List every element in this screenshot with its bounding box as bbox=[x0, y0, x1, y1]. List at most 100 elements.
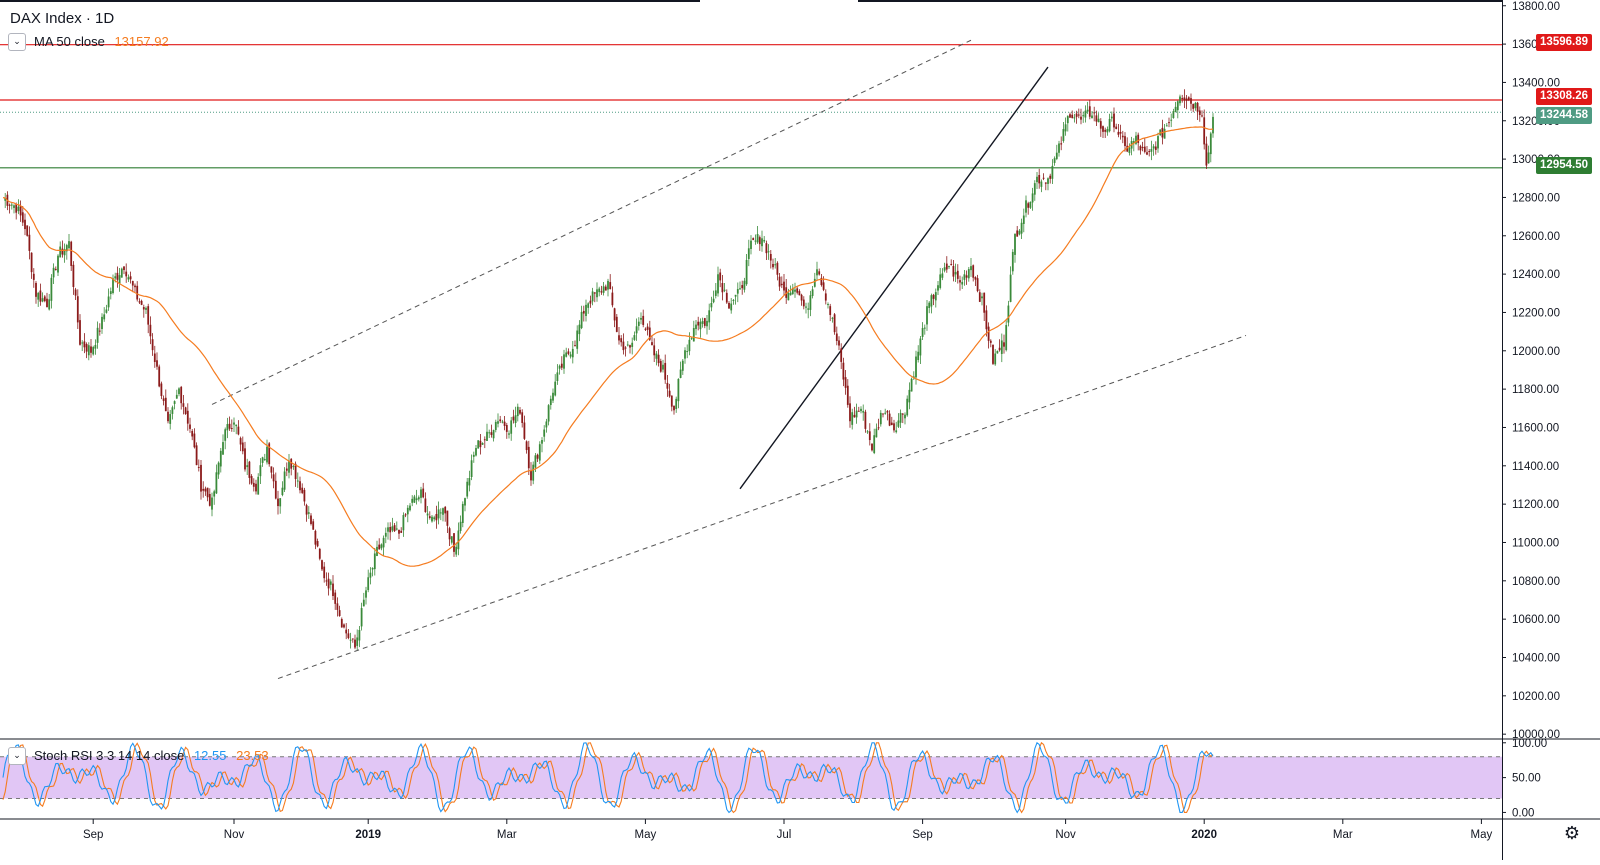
horizontal-levels[interactable] bbox=[0, 44, 1502, 169]
candle-body bbox=[811, 289, 814, 296]
candle-body bbox=[809, 295, 812, 310]
candle-body bbox=[46, 298, 48, 308]
candle-body bbox=[404, 514, 407, 516]
candle-body bbox=[28, 234, 31, 251]
candle-body bbox=[241, 442, 244, 452]
candle-body bbox=[677, 378, 680, 402]
candle-body bbox=[787, 292, 790, 301]
trendlines[interactable] bbox=[211, 39, 1247, 680]
candle-body bbox=[569, 354, 572, 357]
candle-body bbox=[701, 321, 704, 324]
candle-body bbox=[233, 422, 235, 425]
price-tick-label: 12200.00 bbox=[1512, 307, 1560, 319]
price-tick-label: 11400.00 bbox=[1512, 461, 1559, 473]
candle-body bbox=[310, 515, 312, 524]
candle-body bbox=[970, 266, 972, 271]
price-tick-label: 10400.00 bbox=[1512, 652, 1560, 664]
candle-body bbox=[354, 639, 356, 648]
candle-body bbox=[1088, 106, 1091, 117]
candle-body bbox=[1080, 116, 1082, 120]
candle-body bbox=[1042, 177, 1045, 179]
ma-legend[interactable]: MA 50 close 13157.92 bbox=[34, 34, 169, 49]
candle-body bbox=[932, 294, 935, 299]
candle-body bbox=[406, 507, 409, 515]
time-tick-label: May bbox=[635, 829, 657, 841]
candle-body bbox=[618, 335, 620, 341]
chevron-down-icon[interactable]: ⌄ bbox=[8, 33, 26, 51]
candle-body bbox=[1009, 274, 1012, 302]
candle-body bbox=[844, 377, 847, 388]
candle-body bbox=[1132, 141, 1135, 144]
candle-body bbox=[156, 360, 158, 367]
candle-body bbox=[994, 353, 997, 365]
candle-body bbox=[428, 516, 431, 519]
candle-body bbox=[624, 347, 627, 349]
candle-body bbox=[1108, 118, 1111, 132]
candle-body bbox=[219, 450, 222, 467]
candle-body bbox=[611, 292, 614, 306]
candle-body bbox=[288, 460, 290, 473]
gear-icon[interactable]: ⚙ bbox=[1563, 823, 1581, 843]
candle-body bbox=[866, 431, 869, 433]
candle-body bbox=[653, 345, 656, 356]
candle-body bbox=[798, 291, 801, 296]
candle-body bbox=[189, 424, 191, 429]
stoch-legend[interactable]: Stoch RSI 3 3 14 14 close 12.55 23.53 bbox=[34, 748, 269, 763]
candle-body bbox=[147, 306, 150, 325]
candle-body bbox=[851, 412, 854, 425]
candle-body bbox=[875, 428, 878, 438]
candle-body bbox=[820, 277, 823, 286]
ma-label: MA 50 close bbox=[34, 34, 105, 49]
candle-body bbox=[87, 345, 90, 356]
time-tick-label: Mar bbox=[497, 829, 517, 841]
price-tick-label: 11200.00 bbox=[1512, 499, 1559, 511]
candle-body bbox=[697, 321, 700, 326]
price-tick-label: 10600.00 bbox=[1512, 614, 1560, 626]
symbol-title: DAX Index · 1D bbox=[10, 10, 115, 27]
candle-body bbox=[424, 498, 427, 513]
candle-body bbox=[681, 360, 684, 371]
candle-body bbox=[268, 443, 271, 465]
candle-body bbox=[321, 560, 323, 570]
candle-body bbox=[178, 388, 180, 395]
top-toolbar-edge-right bbox=[858, 0, 1502, 2]
candle-body bbox=[1053, 158, 1056, 163]
candle-body bbox=[1077, 114, 1080, 116]
candle-body bbox=[10, 204, 13, 206]
price-tick-label: 10800.00 bbox=[1512, 576, 1560, 588]
candle-body bbox=[1172, 111, 1175, 118]
candle-body bbox=[41, 298, 44, 302]
candle-body bbox=[30, 252, 33, 273]
candle-body bbox=[373, 553, 376, 570]
candle-body bbox=[736, 289, 739, 294]
candle-body bbox=[1190, 98, 1192, 104]
candle-body bbox=[1163, 128, 1166, 139]
candle-body bbox=[772, 263, 774, 268]
candle-body bbox=[4, 198, 7, 201]
candle-body bbox=[1174, 106, 1177, 113]
candle-body bbox=[1027, 203, 1030, 208]
candle-body bbox=[805, 306, 807, 308]
price-tick-label: 12400.00 bbox=[1512, 269, 1560, 281]
rising-support-line bbox=[739, 66, 1049, 490]
candle-body bbox=[692, 328, 695, 342]
candle-body bbox=[813, 278, 816, 287]
candle-body bbox=[461, 503, 464, 523]
candle-body bbox=[708, 310, 711, 323]
candle-body bbox=[532, 464, 535, 481]
stoch-k-line bbox=[2, 741, 1214, 814]
candle-body bbox=[1176, 101, 1179, 111]
candle-body bbox=[1181, 98, 1184, 100]
candle-body bbox=[477, 440, 480, 449]
candle-body bbox=[591, 291, 594, 302]
candle-body bbox=[239, 438, 242, 445]
candle-body bbox=[92, 347, 95, 355]
chevron-down-icon[interactable]: ⌄ bbox=[8, 747, 26, 765]
candle-body bbox=[750, 240, 752, 249]
candle-body bbox=[200, 464, 202, 492]
candle-body bbox=[417, 497, 420, 500]
candle-body bbox=[153, 353, 156, 362]
candle-body bbox=[202, 488, 205, 491]
